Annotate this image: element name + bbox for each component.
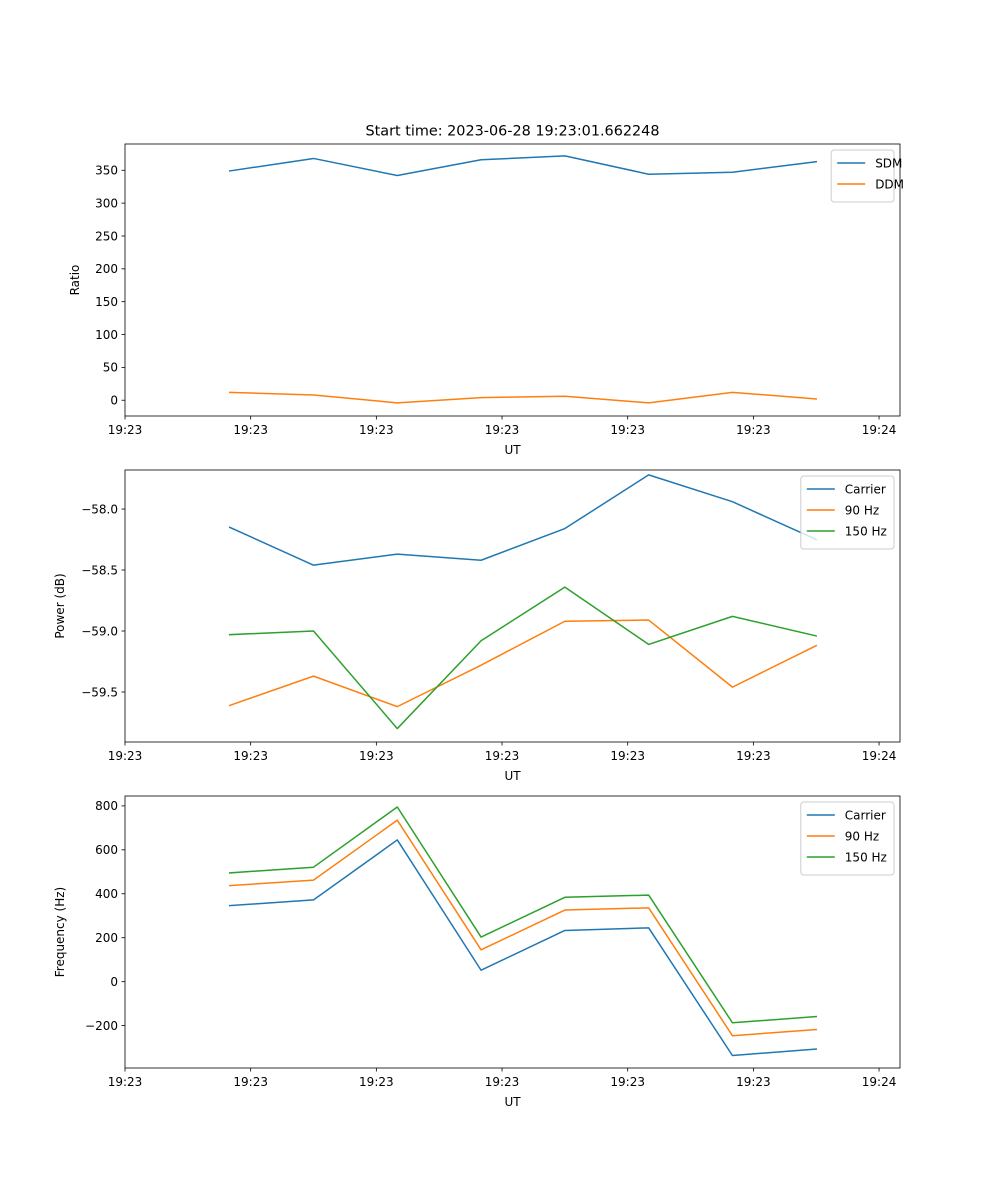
panels: 19:23 19:23 19:23 19:23 19:23 19:23 19:24 0 50 10…	[53, 143, 904, 1109]
y-tick-label: 200	[95, 931, 118, 945]
y-tick-label: 0	[110, 975, 118, 989]
x-tick-label: 19:23	[610, 1075, 645, 1089]
x-tick-label: 19:24	[862, 1075, 897, 1089]
y-tick-label: −59.0	[81, 624, 118, 638]
y-axis-label: Frequency (Hz)	[53, 887, 67, 978]
y-tick-label: 350	[95, 164, 118, 178]
series-line-sdm	[228, 155, 818, 177]
legend-label-carrier: Carrier	[845, 482, 886, 496]
y-tick-label: 200	[95, 262, 118, 276]
x-tick-label: 19:23	[610, 423, 645, 437]
axes-frame	[124, 469, 901, 743]
x-tick-label: 19:23	[485, 749, 520, 763]
y-tick-label: 300	[95, 196, 118, 210]
legend-label-90-hz: 90 Hz	[845, 503, 879, 517]
x-tick-label: 19:23	[610, 749, 645, 763]
figure-title: Start time: 2023-06-28 19:23:01.662248	[365, 124, 659, 140]
axes-frame	[124, 795, 901, 1069]
x-tick-label: 19:23	[108, 423, 143, 437]
x-tick-label: 19:23	[359, 1075, 394, 1089]
x-tick-label: 19:24	[862, 749, 897, 763]
y-tick-label: 400	[95, 887, 118, 901]
y-tick-label: 100	[95, 328, 118, 342]
x-tick-label: 19:23	[485, 423, 520, 437]
y-tick-label: 150	[95, 295, 118, 309]
series-line-carrier	[228, 839, 818, 1057]
y-tick-label: 800	[95, 799, 118, 813]
x-tick-label: 19:23	[736, 1075, 771, 1089]
series-line-150-hz	[228, 806, 818, 1024]
legend-label-150-hz: 150 Hz	[845, 524, 887, 538]
x-tick-label: 19:23	[108, 1075, 143, 1089]
legend: SDM DDM	[830, 149, 904, 203]
legend-label-sdm: SDM	[875, 156, 902, 170]
chart-panel-2: 19:23 19:23 19:23 19:23 19:23 19:23 19:24 −59.5…	[53, 469, 901, 783]
legend-label-90-hz: 90 Hz	[845, 829, 879, 843]
legend-label-ddm: DDM	[875, 177, 904, 191]
x-tick-label: 19:23	[233, 749, 268, 763]
series-line-90-hz	[228, 819, 818, 1037]
legend: Carrier 90 Hz 150 Hz	[800, 801, 895, 876]
y-tick-label: 600	[95, 843, 118, 857]
series-line-150-hz	[228, 586, 818, 730]
x-tick-label: 19:23	[233, 423, 268, 437]
series-line-90-hz	[228, 619, 818, 708]
x-axis-label: UT	[504, 769, 521, 783]
x-tick-label: 19:23	[485, 1075, 520, 1089]
x-tick-label: 19:23	[108, 749, 143, 763]
x-tick-label: 19:23	[736, 749, 771, 763]
legend: Carrier 90 Hz 150 Hz	[800, 475, 895, 550]
legend-label-carrier: Carrier	[845, 808, 886, 822]
y-axis-label: Power (dB)	[53, 573, 67, 638]
chart-panel-3: 19:23 19:23 19:23 19:23 19:23 19:23 19:24 −200 0…	[53, 795, 901, 1109]
x-tick-label: 19:23	[736, 423, 771, 437]
chart-panel-1: 19:23 19:23 19:23 19:23 19:23 19:23 19:24 0 50 10…	[68, 143, 904, 457]
x-axis-label: UT	[504, 1095, 521, 1109]
y-tick-label: −58.5	[81, 563, 118, 577]
y-axis-label: Ratio	[68, 265, 82, 296]
series-line-carrier	[228, 474, 818, 566]
x-tick-label: 19:23	[359, 749, 394, 763]
x-tick-label: 19:23	[359, 423, 394, 437]
axes-frame	[124, 143, 901, 417]
x-tick-label: 19:23	[233, 1075, 268, 1089]
x-axis-label: UT	[504, 443, 521, 457]
y-tick-label: 0	[110, 394, 118, 408]
x-tick-label: 19:24	[862, 423, 897, 437]
y-tick-label: −200	[85, 1019, 118, 1033]
y-tick-label: −59.5	[81, 685, 118, 699]
y-tick-label: 250	[95, 229, 118, 243]
legend-label-150-hz: 150 Hz	[845, 850, 887, 864]
y-tick-label: 50	[103, 361, 118, 375]
series-line-ddm	[228, 391, 818, 404]
y-tick-label: −58.0	[81, 502, 118, 516]
